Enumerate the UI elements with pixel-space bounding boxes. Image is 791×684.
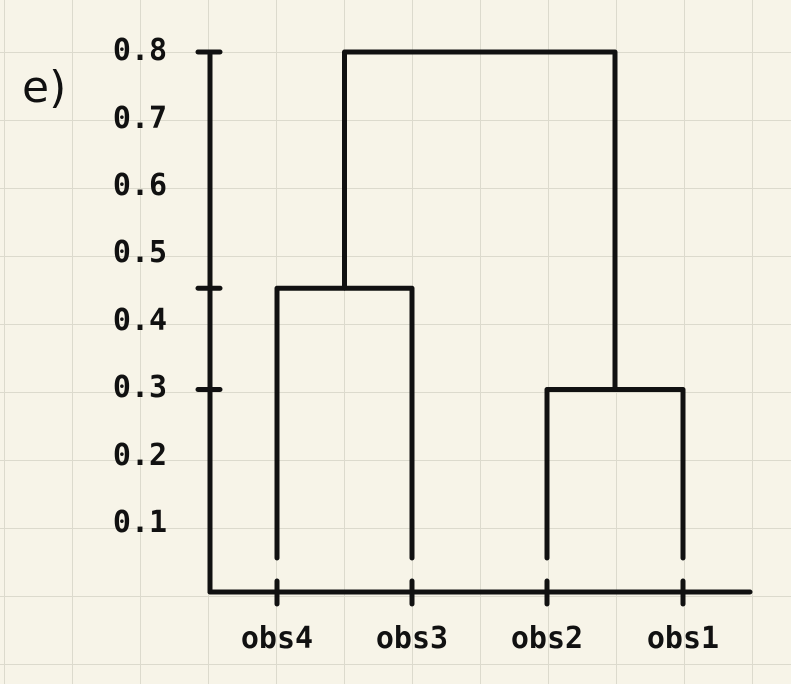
y-tick-label-0-7: 0.7 xyxy=(113,101,167,136)
leaf-labels: obs4 obs3 obs2 obs1 xyxy=(241,621,719,656)
y-tick-label-0-1: 0.1 xyxy=(113,505,167,540)
y-tick-labels: 0.8 0.7 0.6 0.5 0.4 0.3 0.2 0.1 xyxy=(113,33,167,540)
y-tick-label-0-2: 0.2 xyxy=(113,438,167,473)
y-tick-label-0-8: 0.8 xyxy=(113,33,167,68)
leaf-label-obs3: obs3 xyxy=(376,621,448,656)
leaf-label-obs4: obs4 xyxy=(241,621,313,656)
y-tick-label-0-5: 0.5 xyxy=(113,235,167,270)
leaf-label-obs1: obs1 xyxy=(647,621,719,656)
y-tick-label-0-3: 0.3 xyxy=(113,370,167,405)
y-tick-label-0-6: 0.6 xyxy=(113,168,167,203)
axis-marks xyxy=(195,49,686,607)
part-label: e) xyxy=(22,62,66,113)
dendrogram-link-obs4_obs3-obs2_obs1 xyxy=(342,49,618,392)
dendrogram-link-obs2-obs1 xyxy=(544,387,686,561)
dendrogram-links xyxy=(274,49,686,561)
leaf-label-obs2: obs2 xyxy=(511,621,583,656)
dendrogram-link-obs4-obs3 xyxy=(274,285,415,561)
y-tick-label-0-4: 0.4 xyxy=(113,303,167,338)
